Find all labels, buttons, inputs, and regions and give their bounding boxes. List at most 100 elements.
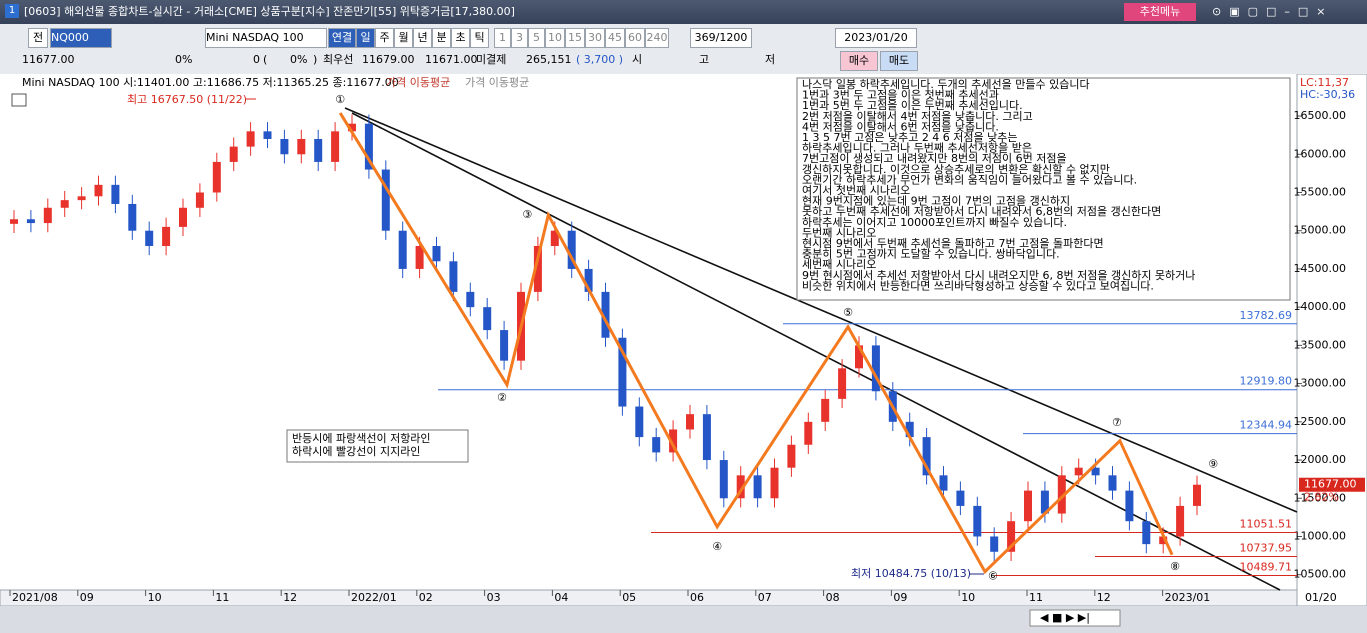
window-controls[interactable]: ⊙▣▢□–□× [1212,5,1334,18]
candle [719,460,728,499]
interval-button[interactable]: 5 [528,28,545,48]
comment-line: 충분히 5번 고점까지 도달할 수 있습니다. 쌍바닥입니다. [802,247,1060,261]
candle [1108,475,1117,491]
scroll-bar [0,606,1367,633]
wave-label: ⑤ [843,306,853,319]
period-button[interactable]: 분 [432,28,451,48]
comment-line: 오랜기간 하락추세가 무언가 변화의 움직임이 들어왔다고 볼 수 있습니다. [802,172,1137,186]
candle [26,219,35,224]
date-input[interactable]: 2023/01/20 [835,28,917,48]
candle [179,207,187,227]
candle [787,444,796,468]
period-button[interactable]: 년 [413,28,432,48]
comment-line: 4번 저점을 이탈해서 6번 저점을 낮춥니다. [802,119,999,133]
candle [280,138,289,155]
candle [550,230,559,246]
candle [905,421,914,438]
candle [229,146,238,162]
wave-label: ① [335,93,345,106]
x-tick-label: 2023/01 [1165,591,1211,604]
interval-button[interactable]: 10 [545,28,565,48]
interval-button[interactable]: 3 [511,28,528,48]
grid-icon [11,93,27,107]
candle [1142,521,1151,545]
candle [618,337,627,407]
candle [601,291,610,338]
period-button[interactable]: 월 [394,28,413,48]
x-tick-label: 09 [80,591,94,604]
interval-button[interactable]: 15 [565,28,585,48]
window-title: [0603] 해외선물 종합차트-실시간 - 거래소[CME] 상품구분[지수]… [24,5,515,18]
scroll-controls[interactable] [1029,609,1121,627]
candle [128,203,137,231]
level-label: 10489.71 [1240,560,1293,573]
legend-note: 하락시에 빨강선이 지지라인 [292,444,420,458]
candle [804,421,813,445]
candle [973,505,982,537]
quote-field: ( 3,700 ) [576,53,624,66]
candle [500,330,509,361]
candle [466,291,475,308]
symbol-input[interactable]: NQ000 [50,28,112,48]
candle [212,161,221,193]
candle [584,268,593,292]
candle [348,123,356,132]
comment-line: 나스닥 일봉 하락추세입니다. 두개의 추세선을 만들수 있습니다 [802,77,1090,91]
candle [297,138,306,155]
candle [669,429,678,453]
period-button[interactable]: 연결 [328,28,356,48]
period-button[interactable]: 일 [356,28,375,48]
y-tick-label: 14000.00 [1294,300,1347,313]
wave-label: ⑨ [1208,458,1218,471]
quote-field: 0% [175,53,193,66]
period-button[interactable]: 초 [451,28,470,48]
candle [483,307,492,331]
comment-line: 9번 현시점에서 추세선 저항받아서 다시 내려오지만 6, 8번 저점을 갱신… [802,268,1195,282]
quote-field: 11677.00 [22,53,75,66]
candle [1057,475,1066,514]
quote-field: 최우선 [323,53,354,66]
comment-line: 1번과 3번 두 고점을 이은 첫번째 추세선과 [802,89,999,102]
comment-line: 1번과 5번 두 고점을 이은 두번째 추세선입니다. [802,99,1023,112]
last-price-box [1299,477,1365,492]
y-tick-label: 11500.00 [1294,491,1347,504]
interval-button[interactable]: 60 [625,28,645,48]
sell-button[interactable]: 매도 [880,51,918,71]
period-button[interactable]: 주 [375,28,394,48]
comment-line: 2번 저점을 이탈해서 4번 저점을 낮춥니다. 그리고 [802,109,1033,123]
interval-button[interactable]: 45 [605,28,625,48]
comment-line: 세번째 시나리오 [802,258,876,271]
candle [990,536,999,552]
interval-button[interactable]: 30 [585,28,605,48]
x-tick-label: 10 [148,591,162,604]
price-axis [1296,73,1367,607]
buy-button[interactable]: 매수 [840,51,878,71]
candle [871,345,880,392]
level-label: 10737.95 [1240,542,1293,555]
interval-button[interactable]: 1 [494,28,511,48]
candle [1176,505,1185,537]
candle [1074,467,1083,476]
high-note: 최고 16767.50 (11/22) [127,93,247,106]
candle [1125,490,1134,522]
x-tick-label: 01/20 [1305,591,1337,604]
wave-label: ⑧ [1170,560,1180,573]
comment-line: 비슷한 위치에서 반등한다면 쓰리바닥형성하고 상승할 수 있다고 보여집니다. [802,278,1154,292]
candle [94,184,103,197]
mode-box[interactable]: 전 [28,28,48,48]
y-tick-label: 10500.00 [1294,568,1347,581]
interval-button[interactable]: 240 [645,28,669,48]
x-tick-label: 12 [283,591,297,604]
trend-line [344,107,1298,513]
candle [1024,490,1032,522]
x-tick-label: 2021/08 [12,591,58,604]
quote-field: 시 [632,53,643,66]
candle [364,123,373,170]
candle [1040,490,1049,514]
period-button[interactable]: 틱 [470,28,489,48]
wave-label: ⑦ [1112,416,1122,429]
menu-button[interactable]: 추천메뉴 [1124,3,1196,21]
quote-field: ( [263,53,268,66]
quote-field: 고 [699,53,710,66]
